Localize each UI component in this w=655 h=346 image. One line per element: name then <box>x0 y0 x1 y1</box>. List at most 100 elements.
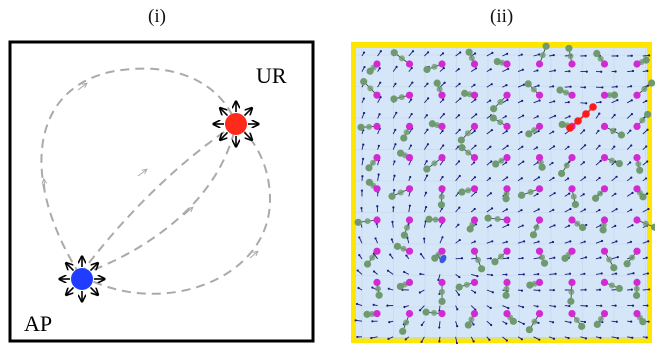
field-arrowhead <box>599 159 602 162</box>
field-arrowhead <box>536 192 539 196</box>
field-arrowhead <box>583 208 587 211</box>
agent-head <box>405 91 414 99</box>
agent-head <box>633 278 641 286</box>
agent-head <box>568 278 576 286</box>
agent-head <box>633 185 641 193</box>
target-chain-dot <box>582 110 590 118</box>
agent-head <box>535 216 544 224</box>
field-arrowhead <box>583 86 587 89</box>
agent-head <box>405 310 414 318</box>
field-arrowhead <box>410 66 413 70</box>
field-arrowhead <box>521 305 525 309</box>
field-arrowhead <box>584 288 587 291</box>
field-arrowhead <box>490 160 493 163</box>
target-chain-line <box>569 106 594 129</box>
field-arrowhead <box>629 129 632 132</box>
field-arrowhead <box>553 305 557 308</box>
field-arrowhead <box>458 238 461 242</box>
field-arrowhead <box>426 51 430 54</box>
field-arrowhead <box>584 144 587 147</box>
field-arrowhead <box>459 51 462 54</box>
radiating-arrow <box>243 108 251 117</box>
agent-green <box>491 258 499 266</box>
agent-green <box>490 105 498 113</box>
agent-head <box>503 60 511 68</box>
agent-green-mid <box>573 316 580 323</box>
field-arrowhead <box>360 206 363 210</box>
field-arrowhead <box>645 336 648 339</box>
field-arrowhead <box>473 176 477 179</box>
field-arrowhead <box>457 68 460 71</box>
field-arrowhead <box>537 321 540 325</box>
field-arrowhead <box>631 191 634 194</box>
agent-head <box>535 310 544 318</box>
agent-head <box>535 91 544 99</box>
agent-head <box>438 278 446 286</box>
agent-green <box>571 200 580 209</box>
agent-green-mid <box>539 52 546 59</box>
field-arrowhead <box>490 207 494 210</box>
field-arrowhead <box>491 240 494 243</box>
field-arrowhead <box>386 304 389 307</box>
field-arrowhead <box>598 288 602 291</box>
agent-green <box>363 260 372 268</box>
field-arrowhead <box>441 175 444 179</box>
agent-green <box>540 259 549 267</box>
agent-head <box>373 154 381 162</box>
field-arrowhead <box>615 175 618 178</box>
field-arrowhead <box>630 112 634 116</box>
agent-green <box>615 160 623 168</box>
agent-head <box>503 216 511 224</box>
agent-head <box>470 310 479 318</box>
agent-head <box>633 91 641 99</box>
field-arrowhead <box>538 53 541 56</box>
agent-green <box>399 327 407 335</box>
ur-node <box>214 102 258 146</box>
agent-head <box>600 278 609 286</box>
path-arrowheads <box>44 84 257 259</box>
field-arrowhead <box>505 240 508 243</box>
agent-green-mid <box>531 318 538 325</box>
field-arrowhead <box>631 224 634 227</box>
path-arrowhead <box>183 208 192 216</box>
agent-head <box>405 154 414 162</box>
field-arrowhead <box>553 256 556 259</box>
field-arrowhead <box>615 272 618 275</box>
field-arrowhead <box>646 69 649 72</box>
field-arrowhead <box>630 144 633 147</box>
field-arrowhead <box>426 82 429 85</box>
field-arrowhead <box>371 320 374 323</box>
path-arrowhead <box>44 180 45 191</box>
field-arrowhead <box>536 305 539 308</box>
radiating-arrow <box>66 286 75 294</box>
agent-green <box>400 231 409 239</box>
agent-green <box>455 283 463 291</box>
agent-green <box>489 114 497 122</box>
field-arrowhead <box>489 145 492 148</box>
field-arrowhead <box>537 208 540 211</box>
field-arrowhead <box>403 270 406 274</box>
agent-green <box>565 44 573 52</box>
field-arrowhead <box>567 224 571 227</box>
field-arrowhead <box>426 128 429 131</box>
field-arrowhead <box>458 206 461 209</box>
field-arrowhead <box>506 52 509 55</box>
field-arrowhead <box>630 54 633 57</box>
field-arrowhead <box>419 272 422 276</box>
agent-head <box>373 310 381 318</box>
field-arrowhead <box>491 291 494 294</box>
agent-green-mid <box>503 285 510 292</box>
agent-green <box>644 110 652 119</box>
field-arrowhead <box>410 98 413 101</box>
field-arrowhead <box>457 114 461 117</box>
agent-green-mid <box>475 257 482 264</box>
agent-green-mid <box>438 193 445 200</box>
field-arrowhead <box>442 144 445 147</box>
field-arrowhead <box>458 174 461 178</box>
field-arrowhead <box>630 208 633 211</box>
field-arrowhead <box>537 273 540 276</box>
field-arrowhead <box>583 176 587 179</box>
field-arrowhead <box>379 81 382 84</box>
field-arrowhead <box>585 70 588 73</box>
field-arrowhead <box>600 272 603 275</box>
